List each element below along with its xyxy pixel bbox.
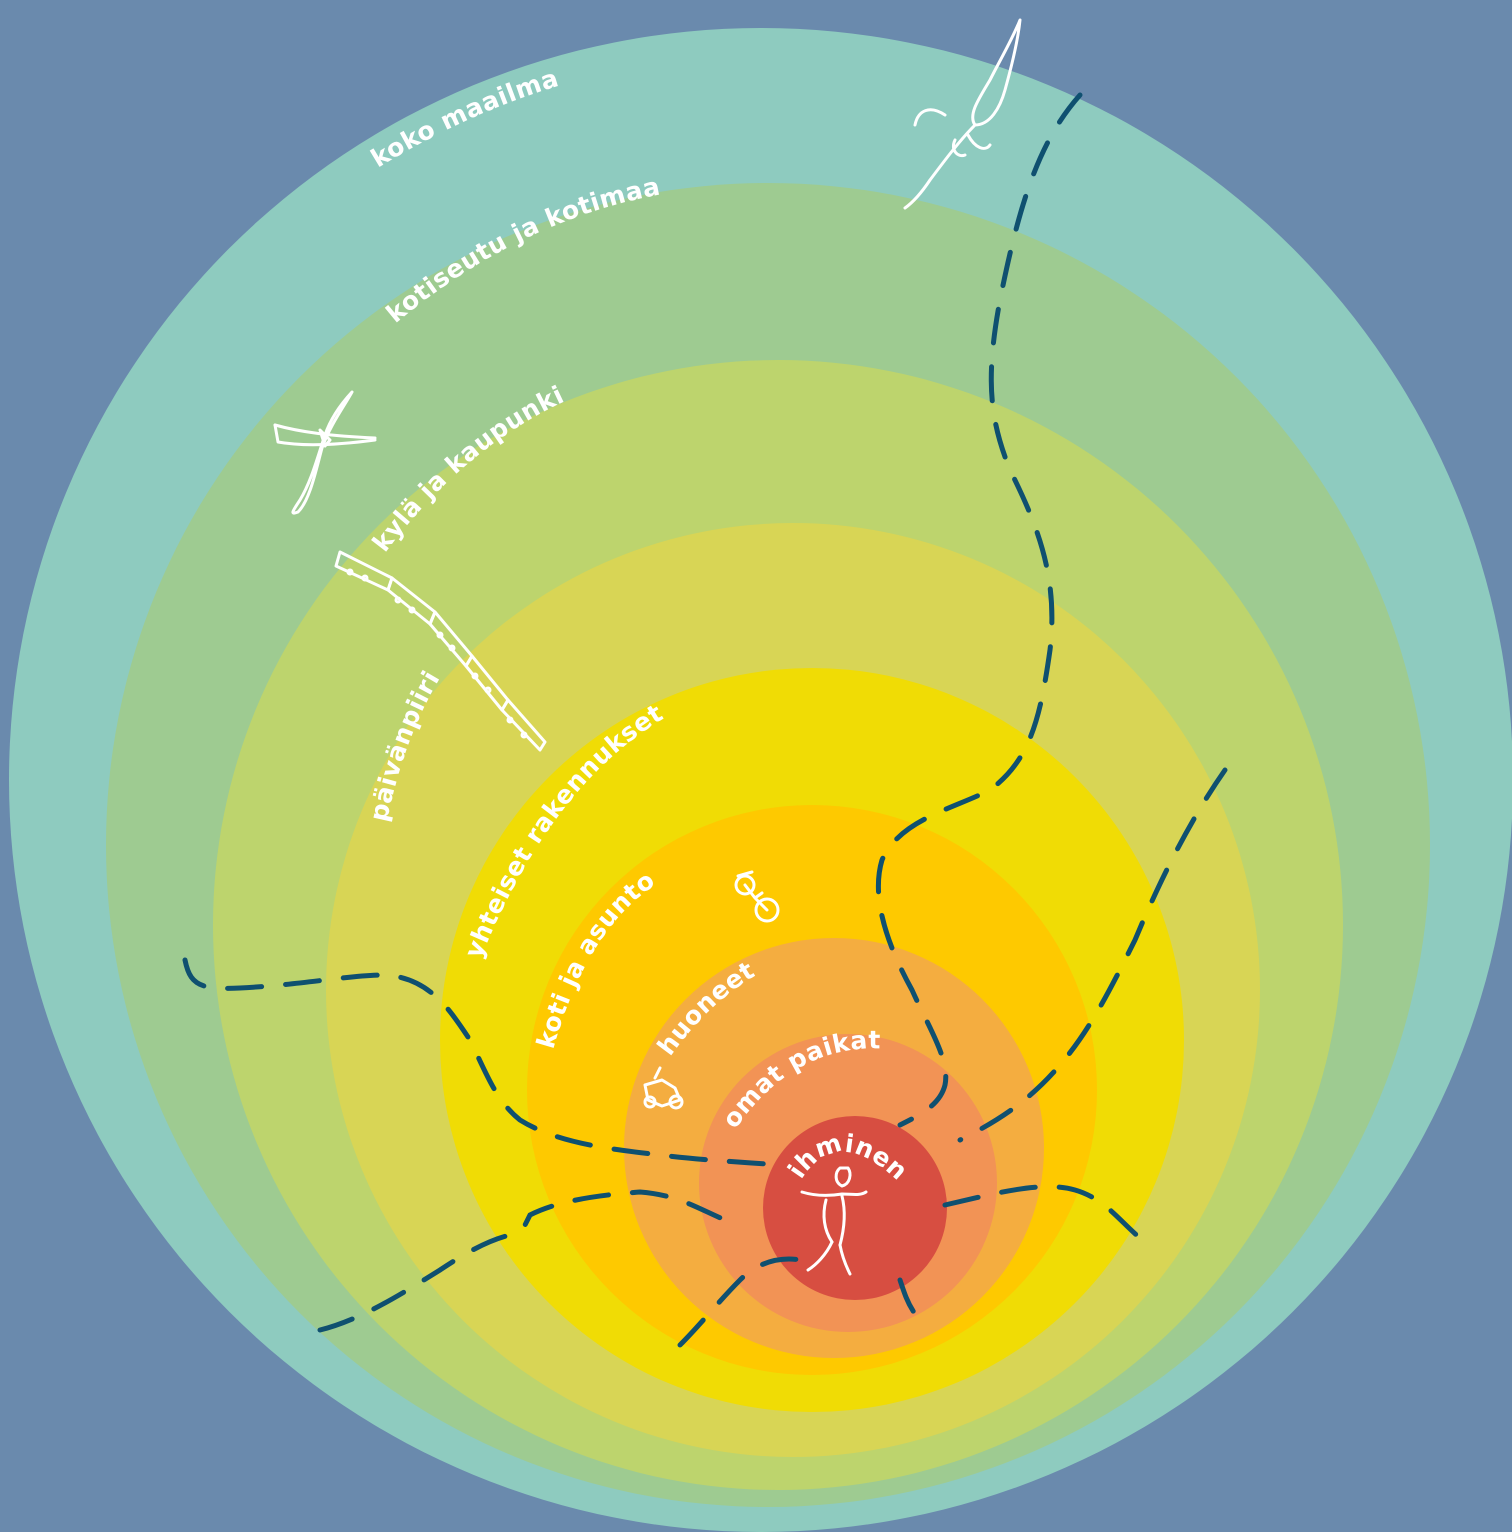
rings <box>9 28 1512 1532</box>
person-icon <box>800 1166 868 1276</box>
dashed-path-lower-left <box>317 1189 733 1333</box>
toy-car-icon <box>643 1066 684 1110</box>
dashed-path-main <box>876 92 1083 1128</box>
airplane-icon <box>273 390 377 515</box>
dashed-path-lower-right <box>942 1184 1153 1248</box>
rocket-icon <box>903 18 1022 210</box>
dashed-paths <box>182 92 1228 1348</box>
sketches <box>273 18 1022 1276</box>
train-icon <box>334 550 547 752</box>
dashed-path-bottom <box>677 1256 813 1348</box>
ring-ihminen <box>763 1116 947 1300</box>
bicycle-icon <box>734 870 780 923</box>
dashed-path-left <box>182 957 783 1168</box>
dashed-path-right <box>957 767 1228 1143</box>
dashed-path-bottom-short <box>897 1277 921 1321</box>
